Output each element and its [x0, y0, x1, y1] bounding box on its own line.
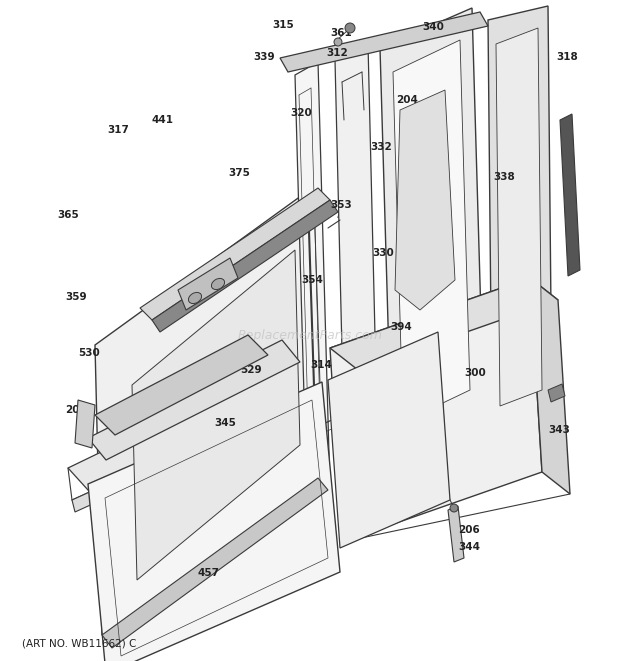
Polygon shape [132, 250, 300, 580]
Text: 529: 529 [240, 365, 262, 375]
Polygon shape [95, 188, 318, 635]
Ellipse shape [188, 292, 202, 303]
Text: 344: 344 [458, 542, 480, 552]
Text: 200: 200 [65, 405, 87, 415]
Circle shape [450, 504, 458, 512]
Circle shape [345, 23, 355, 33]
Text: 300: 300 [464, 368, 485, 378]
Text: 359: 359 [65, 292, 87, 302]
Text: 318: 318 [556, 52, 578, 62]
Ellipse shape [211, 278, 224, 290]
Circle shape [334, 38, 342, 46]
Polygon shape [328, 332, 450, 548]
Polygon shape [395, 90, 455, 310]
Text: 353: 353 [330, 200, 352, 210]
Polygon shape [295, 62, 330, 503]
Text: 330: 330 [372, 248, 394, 258]
Text: 340: 340 [422, 22, 444, 32]
Polygon shape [488, 6, 552, 428]
Text: 206: 206 [458, 525, 480, 535]
Text: 457: 457 [198, 568, 220, 578]
Text: ReplacementParts.com: ReplacementParts.com [237, 329, 383, 342]
Text: 354: 354 [301, 275, 323, 285]
Text: 338: 338 [493, 172, 515, 182]
Text: 394: 394 [390, 322, 412, 332]
Text: 332: 332 [370, 142, 392, 152]
Text: 315: 315 [272, 20, 294, 30]
Polygon shape [380, 8, 484, 460]
Text: 339: 339 [253, 52, 275, 62]
Text: 317: 317 [107, 125, 129, 135]
Polygon shape [548, 384, 565, 402]
Text: 320: 320 [290, 108, 312, 118]
Text: 345: 345 [214, 418, 236, 428]
Text: 361: 361 [330, 28, 352, 38]
Text: 530: 530 [78, 348, 100, 358]
Polygon shape [530, 278, 570, 494]
Polygon shape [330, 278, 558, 370]
Polygon shape [68, 368, 295, 490]
Text: (ART NO. WB11662) C: (ART NO. WB11662) C [22, 638, 136, 648]
Polygon shape [560, 114, 580, 276]
Polygon shape [72, 400, 295, 512]
Polygon shape [335, 44, 378, 476]
Polygon shape [152, 200, 338, 332]
Text: 441: 441 [152, 115, 174, 125]
Text: 365: 365 [57, 210, 79, 220]
Polygon shape [280, 12, 488, 72]
Text: 343: 343 [548, 425, 570, 435]
Text: 314: 314 [310, 360, 332, 370]
Text: 329: 329 [408, 214, 430, 224]
Polygon shape [496, 28, 542, 406]
Polygon shape [393, 40, 470, 422]
Text: 375: 375 [228, 168, 250, 178]
Polygon shape [448, 506, 464, 562]
Text: 204: 204 [396, 95, 418, 105]
Polygon shape [140, 188, 330, 320]
Polygon shape [330, 278, 542, 542]
Polygon shape [95, 335, 268, 435]
Polygon shape [102, 478, 328, 648]
Polygon shape [178, 258, 238, 310]
Text: 312: 312 [326, 48, 348, 58]
Polygon shape [88, 382, 340, 661]
Polygon shape [75, 400, 95, 448]
Polygon shape [88, 340, 300, 460]
